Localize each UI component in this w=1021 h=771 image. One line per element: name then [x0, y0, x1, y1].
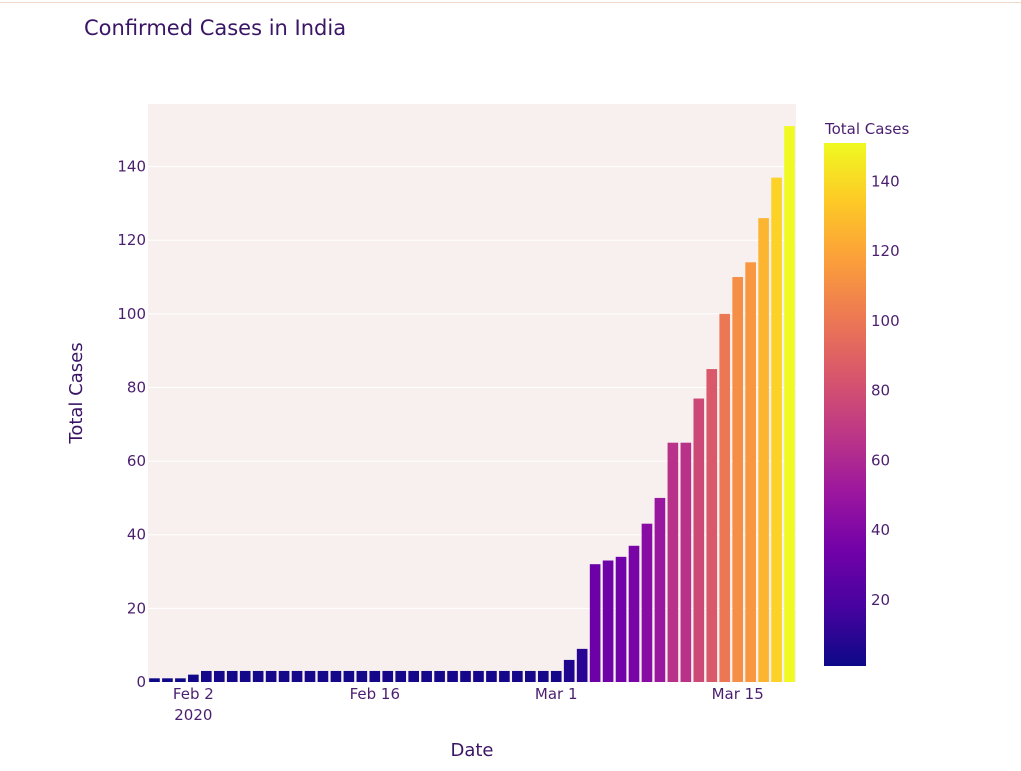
bar [550, 670, 562, 682]
bar [499, 670, 510, 682]
bar [732, 277, 743, 682]
colorbar-ticks: 20 40 60 80 100 120 140 [871, 172, 900, 608]
bar [486, 670, 497, 682]
colorbar-tick-label: 20 [871, 591, 890, 609]
bar [654, 497, 666, 682]
bar [252, 670, 264, 682]
x-tick-label: Feb 2 [173, 685, 214, 703]
bar [175, 678, 186, 682]
bar [512, 670, 523, 682]
x-axis-title: Date [450, 740, 493, 761]
bar [434, 670, 445, 682]
bar [317, 670, 329, 682]
colorbar-tick-label: 80 [871, 382, 890, 400]
colorbar-tick-label: 40 [871, 521, 890, 539]
bar [265, 670, 277, 682]
colorbar-title: Total Cases [824, 120, 910, 138]
bar [395, 670, 407, 682]
bar [201, 670, 212, 682]
bar [473, 670, 484, 682]
bar [680, 442, 692, 682]
bar [213, 670, 225, 682]
bar [525, 670, 536, 682]
colorbar-tick-label: 140 [871, 172, 900, 190]
bar [369, 670, 381, 682]
x-ticks: Feb 2 2020 Feb 16 Mar 1 Mar 15 [173, 685, 764, 724]
bar [239, 670, 251, 682]
bar [537, 670, 549, 682]
bar [784, 126, 795, 682]
bar [667, 442, 679, 682]
colorbar [824, 143, 866, 666]
bar [343, 670, 355, 682]
y-tick-label: 120 [117, 231, 146, 249]
y-tick-label: 80 [127, 378, 146, 396]
bar [576, 648, 588, 682]
colorbar-tick-label: 60 [871, 451, 890, 469]
bar [719, 313, 731, 682]
x-tick-sublabel: 2020 [174, 706, 212, 724]
bar [330, 670, 342, 682]
y-tick-label: 0 [136, 673, 146, 691]
bar [304, 670, 316, 682]
bar [408, 670, 419, 682]
bars [149, 126, 795, 683]
y-tick-label: 60 [127, 452, 146, 470]
bar [589, 564, 601, 682]
y-tick-label: 40 [127, 526, 146, 544]
bar [162, 678, 173, 682]
chart-title: Confirmed Cases in India [84, 16, 346, 40]
bar [758, 218, 769, 683]
bar [615, 556, 627, 682]
bar [641, 523, 653, 682]
bar [149, 678, 160, 682]
bar [188, 674, 199, 682]
bar [460, 670, 471, 682]
bar [226, 670, 238, 682]
y-tick-label: 140 [117, 158, 146, 176]
bar [628, 545, 640, 682]
bar [382, 670, 394, 682]
x-tick-label: Mar 15 [712, 685, 764, 703]
y-axis-title: Total Cases [66, 342, 87, 444]
x-tick-label: Feb 16 [350, 685, 400, 703]
bar [356, 670, 368, 682]
y-tick-label: 20 [127, 599, 146, 617]
y-tick-label: 100 [117, 305, 146, 323]
bar [278, 670, 290, 682]
y-ticks: 0 20 40 60 80 100 120 140 [117, 158, 146, 691]
bar [563, 659, 575, 682]
top-divider [0, 2, 1021, 3]
bar [291, 670, 303, 682]
bar [745, 262, 756, 682]
bar [771, 177, 782, 683]
colorbar-tick-label: 100 [871, 312, 900, 330]
bar [447, 670, 458, 682]
bar [602, 560, 614, 682]
bar [693, 398, 705, 682]
x-tick-label: Mar 1 [535, 685, 578, 703]
colorbar-tick-label: 120 [871, 242, 900, 260]
bar [706, 369, 718, 682]
bar [421, 670, 432, 682]
